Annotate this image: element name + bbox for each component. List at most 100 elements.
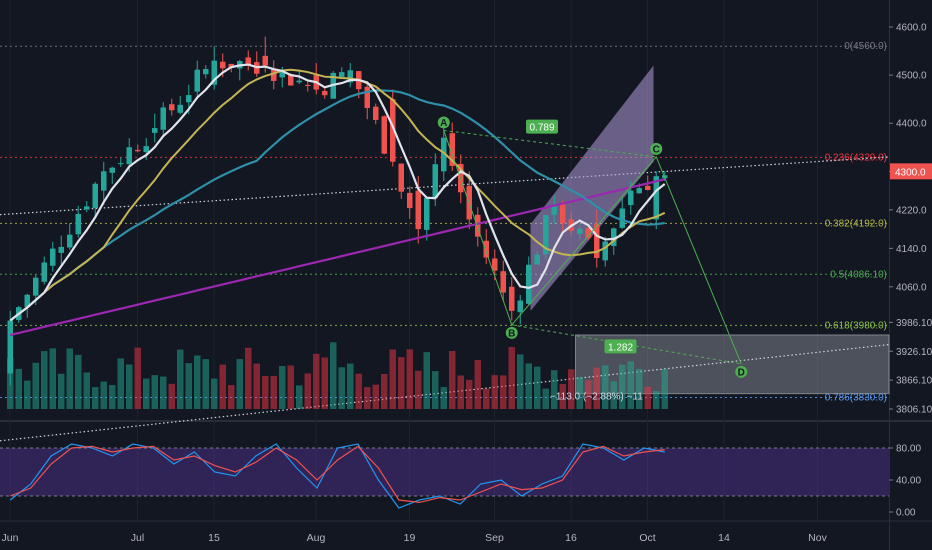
volume-bar: [381, 374, 388, 409]
volume-bar: [58, 373, 65, 409]
candle: [279, 69, 285, 78]
volume-bar: [219, 364, 226, 409]
volume-bar: [228, 385, 235, 409]
candle: [143, 146, 149, 153]
time-tick-label: Jun: [2, 532, 19, 544]
candle: [381, 116, 387, 154]
price-tick-label: 3806.10: [896, 405, 932, 416]
time-tick-label: 19: [404, 532, 416, 544]
pattern-point-marker: [735, 365, 748, 378]
candle: [288, 74, 294, 86]
candle: [228, 63, 234, 68]
stochastic-pane: [0, 443, 889, 509]
volume-bar: [576, 377, 583, 409]
time-tick-label: Jul: [131, 532, 144, 544]
measure-info: −113.0 (−2.88%) −11: [550, 391, 643, 402]
volume-bar: [389, 349, 396, 409]
candle: [407, 192, 413, 209]
candle: [118, 163, 124, 165]
volume-bar: [661, 369, 668, 409]
volume-bar: [202, 359, 209, 409]
candle: [347, 70, 353, 83]
candle: [245, 57, 251, 65]
pattern-point-label: B: [508, 328, 515, 339]
candle: [160, 107, 166, 130]
ma-20-line: [9, 68, 666, 322]
candle: [602, 241, 608, 261]
volume-bar: [338, 367, 345, 409]
volume-bar: [534, 366, 541, 409]
volume-bar: [644, 386, 651, 409]
last-price-label: 4300.0: [895, 167, 926, 178]
ratio-tag-bg: [604, 339, 637, 354]
fib-level-label: 0.786(3830.0): [825, 393, 887, 404]
candle: [169, 104, 175, 111]
volume-bar: [253, 363, 260, 409]
volume-bar: [160, 376, 167, 409]
time-tick-label: Sep: [485, 532, 504, 544]
volume-bar: [270, 375, 277, 409]
volume-bar: [449, 351, 456, 409]
candle: [322, 90, 328, 96]
volume-bar: [143, 378, 150, 409]
volume-bar: [619, 364, 626, 409]
fib-level-label: 0.236(4329.0): [825, 152, 887, 163]
price-tick-label: 4220.0: [896, 205, 927, 216]
candle: [449, 133, 455, 166]
volume-bar: [66, 348, 73, 409]
candle: [126, 147, 132, 165]
volume-bar: [432, 371, 439, 409]
candle: [152, 128, 158, 133]
candle: [211, 60, 217, 85]
ratio-tag: 0.789: [529, 123, 554, 134]
volume-bar: [75, 354, 82, 409]
price-tick-label: 3986.10: [896, 318, 932, 329]
volume-bar: [474, 360, 481, 409]
volume-bar: [525, 363, 532, 409]
candle: [271, 68, 277, 81]
stochastic-line: [9, 443, 665, 509]
ratio-tag: 1.282: [608, 342, 633, 353]
candle: [390, 99, 396, 162]
volume-bar: [321, 357, 328, 409]
candle: [526, 264, 532, 304]
volume-bar: [236, 359, 243, 409]
volume-bar: [185, 363, 192, 409]
candle: [67, 234, 73, 248]
price-tick-label: 4400.0: [896, 119, 927, 130]
volume-bar: [406, 349, 413, 409]
candle: [551, 205, 557, 215]
ma-10-line: [9, 63, 666, 322]
volume-bar: [109, 384, 116, 409]
volume-bar: [585, 380, 592, 409]
volume-bar: [304, 373, 311, 409]
time-tick-label: 15: [208, 532, 220, 544]
volume-bar: [194, 355, 201, 409]
trendline-lower: [0, 343, 890, 442]
candle: [645, 185, 651, 190]
volume-bar: [49, 348, 56, 409]
volume-bar: [559, 383, 566, 409]
candle: [594, 224, 600, 258]
candle: [84, 206, 90, 210]
volume-bar: [32, 362, 39, 409]
fib-level-label: 0.618(3980.0): [825, 320, 887, 331]
volume-bar: [398, 357, 405, 409]
volume-bar: [593, 367, 600, 409]
pattern-point-label: C: [653, 144, 660, 155]
candle: [92, 183, 98, 209]
volume-bar: [177, 349, 184, 409]
volume-bar: [262, 375, 269, 409]
ma-200-line: [9, 178, 666, 337]
volume-bar: [517, 354, 524, 409]
candle: [75, 213, 81, 235]
candle: [492, 258, 498, 271]
volume-bar: [636, 368, 643, 409]
volume-bar: [126, 364, 133, 409]
volume-bar: [134, 347, 141, 409]
volume-bar: [24, 380, 31, 409]
parallel-channel: [530, 65, 654, 311]
candle: [619, 208, 625, 228]
